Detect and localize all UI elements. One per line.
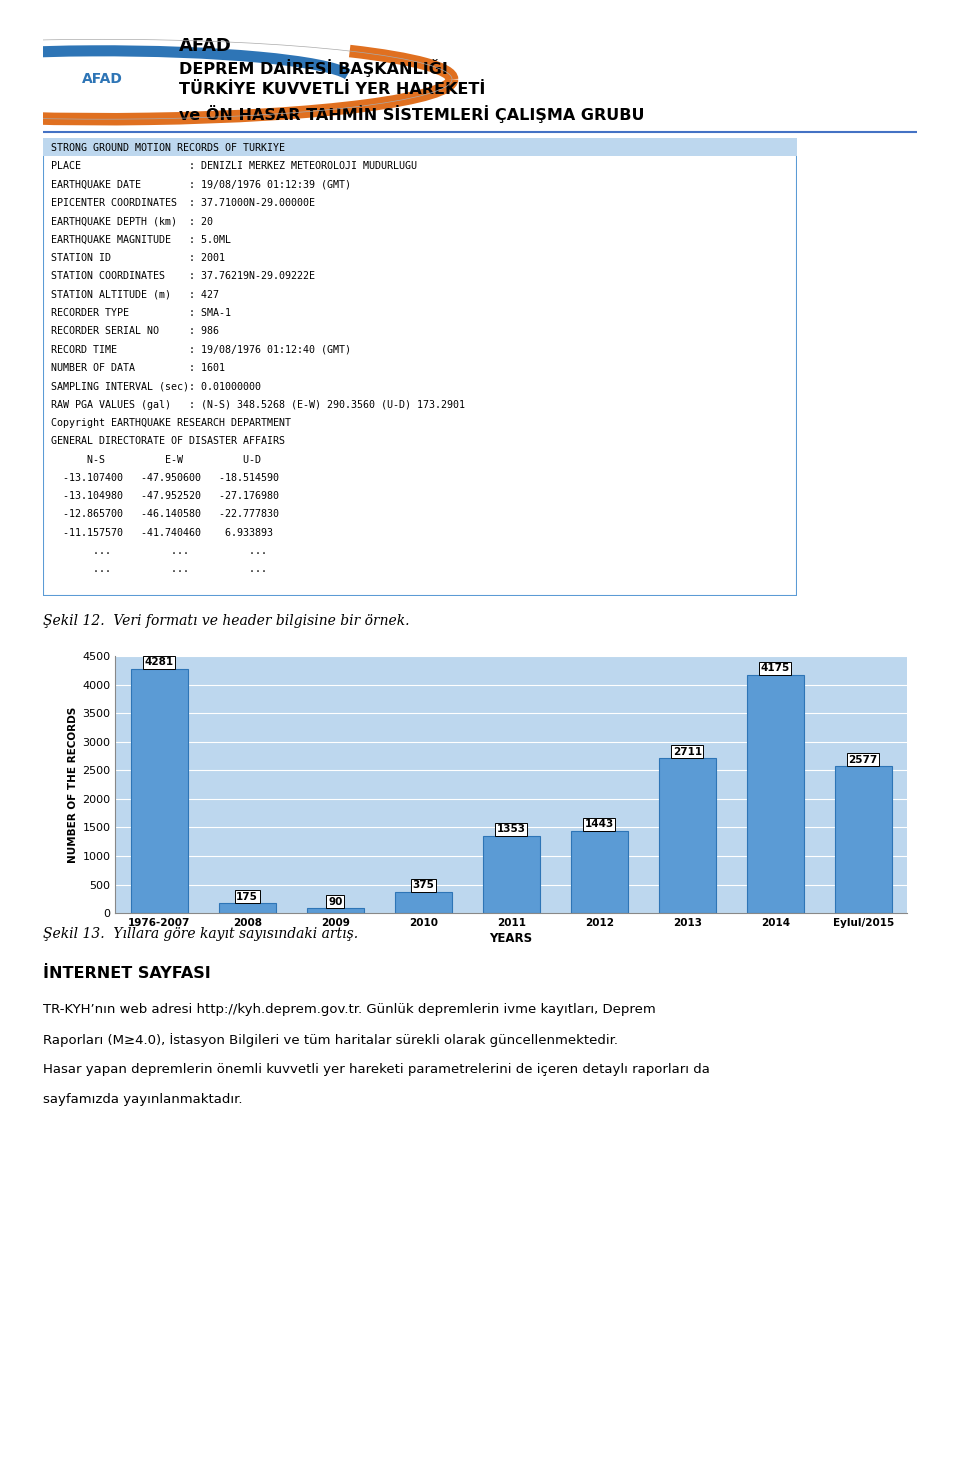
FancyBboxPatch shape xyxy=(43,138,797,596)
Text: 2711: 2711 xyxy=(673,747,702,757)
Bar xyxy=(659,759,716,913)
Text: 4175: 4175 xyxy=(760,664,790,674)
Text: 90: 90 xyxy=(328,897,343,907)
Text: STATION COORDINATES    : 37.76219N-29.09222E: STATION COORDINATES : 37.76219N-29.09222… xyxy=(51,272,315,282)
Text: ...          ...          ...: ... ... ... xyxy=(51,546,267,556)
Text: -11.157570   -41.740460    6.933893: -11.157570 -41.740460 6.933893 xyxy=(51,528,273,537)
Bar xyxy=(570,831,628,913)
Text: STATION ALTITUDE (m)   : 427: STATION ALTITUDE (m) : 427 xyxy=(51,289,219,299)
Text: PLACE                  : DENIZLI MERKEZ METEOROLOJI MUDURLUGU: PLACE : DENIZLI MERKEZ METEOROLOJI MUDUR… xyxy=(51,161,417,172)
Bar xyxy=(219,903,276,913)
Text: Şekil 12.  Veri formatı ve header bilgisine bir örnek.: Şekil 12. Veri formatı ve header bilgisi… xyxy=(43,614,410,628)
Text: STATION ID             : 2001: STATION ID : 2001 xyxy=(51,252,225,263)
Bar xyxy=(834,766,892,913)
Text: N-S          E-W          U-D: N-S E-W U-D xyxy=(51,455,261,464)
Text: RECORD TIME            : 19/08/1976 01:12:40 (GMT): RECORD TIME : 19/08/1976 01:12:40 (GMT) xyxy=(51,345,350,355)
Text: EARTHQUAKE DEPTH (km)  : 20: EARTHQUAKE DEPTH (km) : 20 xyxy=(51,216,213,226)
Text: RAW PGA VALUES (gal)   : (N-S) 348.5268 (E-W) 290.3560 (U-D) 173.2901: RAW PGA VALUES (gal) : (N-S) 348.5268 (E… xyxy=(51,399,465,410)
Text: NUMBER OF DATA         : 1601: NUMBER OF DATA : 1601 xyxy=(51,363,225,373)
Text: 4281: 4281 xyxy=(145,658,174,668)
Text: EPICENTER COORDINATES  : 37.71000N-29.00000E: EPICENTER COORDINATES : 37.71000N-29.000… xyxy=(51,198,315,208)
Bar xyxy=(131,669,188,913)
Text: ve ÖN HASAR TAHMİN SİSTEMLERİ ÇALIŞMA GRUBU: ve ÖN HASAR TAHMİN SİSTEMLERİ ÇALIŞMA GR… xyxy=(179,106,644,123)
Bar xyxy=(747,675,804,913)
Text: RECORDER SERIAL NO     : 986: RECORDER SERIAL NO : 986 xyxy=(51,326,219,336)
Circle shape xyxy=(0,40,452,119)
Text: TÜRKİYE KUVVETLİ YER HAREKETİ: TÜRKİYE KUVVETLİ YER HAREKETİ xyxy=(179,82,485,97)
Text: -13.104980   -47.952520   -27.176980: -13.104980 -47.952520 -27.176980 xyxy=(51,492,278,501)
Bar xyxy=(306,907,364,913)
Text: EARTHQUAKE MAGNITUDE   : 5.0ML: EARTHQUAKE MAGNITUDE : 5.0ML xyxy=(51,235,230,245)
Text: 1443: 1443 xyxy=(585,819,613,829)
X-axis label: YEARS: YEARS xyxy=(490,932,533,945)
Bar xyxy=(483,835,540,913)
Text: 375: 375 xyxy=(412,881,434,890)
Text: AFAD: AFAD xyxy=(179,37,231,56)
Text: 2577: 2577 xyxy=(849,755,877,765)
Text: DEPREM DAİRESİ BAŞKANLIĞI: DEPREM DAİRESİ BAŞKANLIĞI xyxy=(179,59,447,78)
FancyBboxPatch shape xyxy=(43,138,797,156)
Text: Raporları (M≥4.0), İstasyon Bilgileri ve tüm haritalar sürekli olarak güncellenm: Raporları (M≥4.0), İstasyon Bilgileri ve… xyxy=(43,1033,618,1047)
Text: ...          ...          ...: ... ... ... xyxy=(51,564,267,574)
Bar xyxy=(395,891,452,913)
Text: Copyright EARTHQUAKE RESEARCH DEPARTMENT: Copyright EARTHQUAKE RESEARCH DEPARTMENT xyxy=(51,418,291,427)
Text: 1353: 1353 xyxy=(496,825,526,834)
Text: SAMPLING INTERVAL (sec): 0.01000000: SAMPLING INTERVAL (sec): 0.01000000 xyxy=(51,382,261,392)
Text: RECORDER TYPE          : SMA-1: RECORDER TYPE : SMA-1 xyxy=(51,308,230,319)
Text: TR-KYH’nın web adresi http://kyh.deprem.gov.tr. Günlük depremlerin ivme kayıtlar: TR-KYH’nın web adresi http://kyh.deprem.… xyxy=(43,1003,656,1016)
Text: sayfamızda yayınlanmaktadır.: sayfamızda yayınlanmaktadır. xyxy=(43,1094,243,1107)
Text: -13.107400   -47.950600   -18.514590: -13.107400 -47.950600 -18.514590 xyxy=(51,473,278,483)
Text: Hasar yapan depremlerin önemli kuvvetli yer hareketi parametrelerini de içeren d: Hasar yapan depremlerin önemli kuvvetli … xyxy=(43,1063,710,1076)
Text: EARTHQUAKE DATE        : 19/08/1976 01:12:39 (GMT): EARTHQUAKE DATE : 19/08/1976 01:12:39 (G… xyxy=(51,179,350,189)
Text: -12.865700   -46.140580   -22.777830: -12.865700 -46.140580 -22.777830 xyxy=(51,509,278,520)
Text: GENERAL DIRECTORATE OF DISASTER AFFAIRS: GENERAL DIRECTORATE OF DISASTER AFFAIRS xyxy=(51,436,285,446)
Text: AFAD: AFAD xyxy=(83,72,123,87)
Text: Şekil 13.  Yıllara göre kayıt sayısındaki artış.: Şekil 13. Yıllara göre kayıt sayısındaki… xyxy=(43,926,358,941)
Text: 175: 175 xyxy=(236,891,258,901)
Y-axis label: NUMBER OF THE RECORDS: NUMBER OF THE RECORDS xyxy=(68,706,78,863)
Text: STRONG GROUND MOTION RECORDS OF TURKIYE: STRONG GROUND MOTION RECORDS OF TURKIYE xyxy=(51,142,285,153)
Text: İNTERNET SAYFASI: İNTERNET SAYFASI xyxy=(43,966,211,981)
